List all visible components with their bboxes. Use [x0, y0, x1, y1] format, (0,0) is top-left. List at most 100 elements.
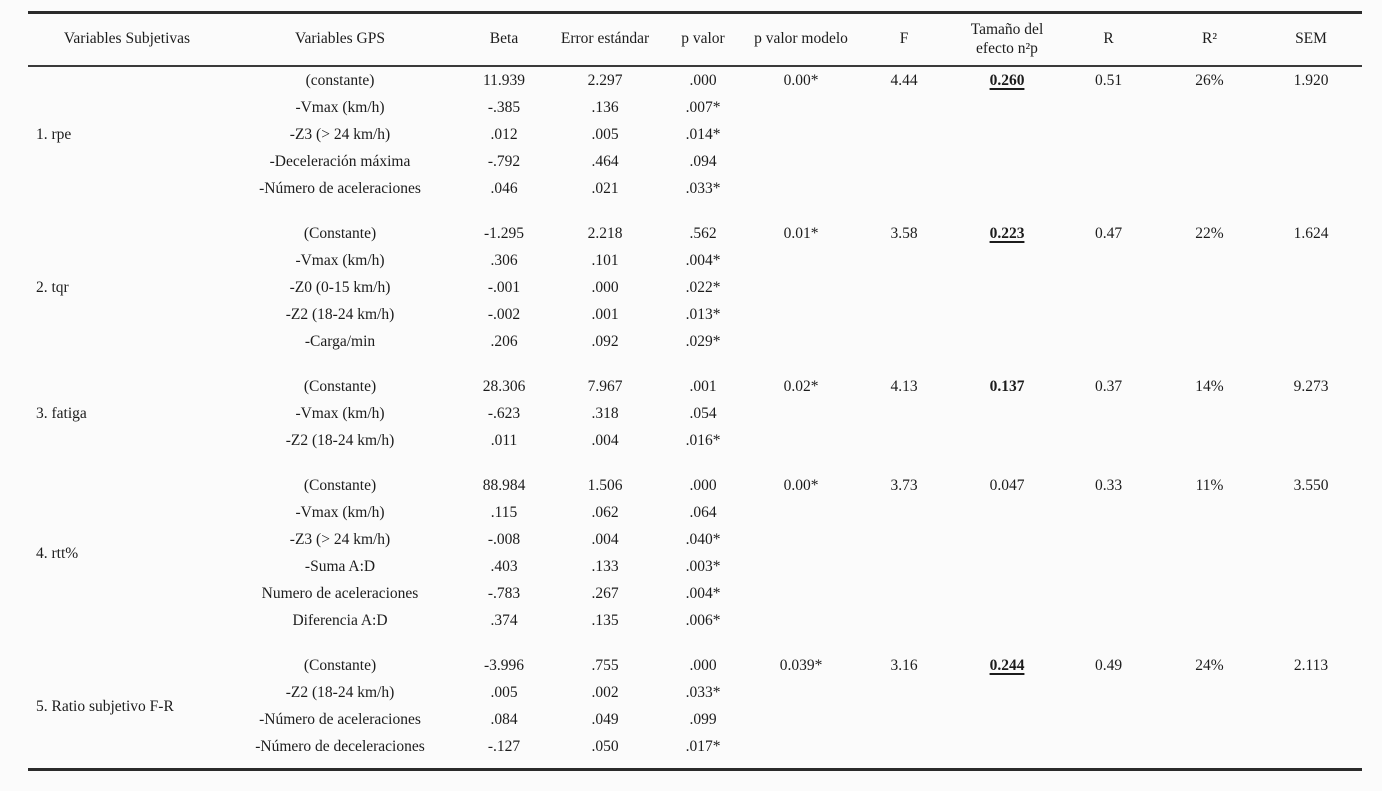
spacer-cell: [28, 454, 1362, 472]
se-cell: .004: [591, 531, 619, 549]
se-cell: .062: [591, 504, 619, 522]
se-cell: .135: [591, 612, 619, 630]
pvalue-cell: .033*: [685, 180, 721, 198]
se-cell: .005: [591, 126, 619, 144]
sem-cell: 2.113: [1293, 657, 1329, 675]
pvalue-cell: .054: [689, 405, 717, 423]
f-cell: 4.13: [890, 378, 918, 396]
gps-variable-cell: (Constante): [303, 477, 377, 495]
pvalue-cell: .064: [689, 504, 717, 522]
sem-cell: 3.550: [1293, 477, 1329, 495]
pvalue-cell: .004*: [685, 252, 721, 270]
col-header-variables-subjetivas: Variables Subjetivas: [28, 12, 226, 68]
pvalue-cell: .000: [689, 72, 717, 90]
group-label: 3. fatiga: [36, 405, 87, 423]
beta-cell: -.008: [487, 531, 521, 549]
gps-variable-cell: Numero de aceleraciones: [261, 585, 419, 603]
pvalue-cell: .016*: [685, 432, 721, 450]
table-row: -Vmax (km/h) -.385 .136 .007*: [28, 94, 1362, 121]
col-header-beta: Beta: [454, 12, 554, 68]
beta-cell: .046: [490, 180, 518, 198]
se-cell: 2.297: [587, 72, 623, 90]
se-cell: .049: [591, 711, 619, 729]
se-cell: .464: [591, 153, 619, 171]
r-cell: 0.49: [1094, 657, 1123, 675]
group-label: 1. rpe: [36, 126, 72, 144]
effect-cell: 0.244: [989, 657, 1025, 675]
r2-cell: 24%: [1195, 657, 1224, 675]
se-cell: .000: [591, 279, 619, 297]
pvalue-cell: .000: [689, 477, 717, 495]
r-cell: 0.47: [1094, 225, 1123, 243]
block-spacer: [28, 454, 1362, 472]
beta-cell: .374: [490, 612, 518, 630]
beta-cell: -.385: [487, 99, 521, 117]
sem-cell: 9.273: [1293, 378, 1329, 396]
beta-cell: 28.306: [482, 378, 526, 396]
beta-cell: .403: [490, 558, 518, 576]
gps-variable-cell: -Número de aceleraciones: [259, 180, 421, 198]
spacer-cell: [28, 202, 1362, 220]
effect-cell: 0.047: [989, 477, 1025, 495]
pvalue-cell: .562: [689, 225, 717, 243]
r-cell: 0.33: [1094, 477, 1123, 495]
pvalue-cell: .017*: [685, 738, 721, 756]
se-cell: .001: [591, 306, 619, 324]
pvalue-cell: .022*: [685, 279, 721, 297]
r2-cell: 14%: [1195, 378, 1224, 396]
beta-cell: -3.996: [483, 657, 525, 675]
pvalue-cell: .007*: [685, 99, 721, 117]
se-cell: .136: [591, 99, 619, 117]
group-label: 2. tqr: [36, 279, 69, 297]
sem-cell: 1.920: [1293, 72, 1329, 90]
se-cell: .133: [591, 558, 619, 576]
table-row: -Número de aceleraciones .084 .049 .099: [28, 706, 1362, 733]
r-cell: 0.51: [1094, 72, 1123, 90]
beta-cell: -.792: [487, 153, 521, 171]
beta-cell: -.127: [487, 738, 521, 756]
table-row: 1. rpe (constante) 11.939 2.297 .000 0.00* 4.4…: [28, 66, 1362, 143]
f-cell: 3.73: [890, 477, 918, 495]
se-cell: .092: [591, 333, 619, 351]
se-cell: 1.506: [587, 477, 623, 495]
gps-variable-cell: -Vmax (km/h): [295, 252, 385, 270]
gps-variable-cell: Diferencia A:D: [292, 612, 388, 630]
table-row: -Z0 (0-15 km/h) -.001 .000 .022*: [28, 274, 1362, 301]
effect-cell: 0.223: [989, 225, 1025, 243]
table-row: -Vmax (km/h) .306 .101 .004*: [28, 247, 1362, 274]
pvalue-cell: .000: [689, 657, 717, 675]
pvalue-cell: .003*: [685, 558, 721, 576]
table-row: -Z3 (> 24 km/h) -.008 .004 .040*: [28, 526, 1362, 553]
gps-variable-cell: (Constante): [303, 378, 377, 396]
table-row: 3. fatiga (Constante) 28.306 7.967 .001 0.02*…: [28, 373, 1362, 422]
se-cell: 7.967: [587, 378, 623, 396]
f-cell: 4.44: [890, 72, 918, 90]
f-cell: 3.58: [890, 225, 918, 243]
table-row: -Carga/min .206 .092 .029*: [28, 328, 1362, 355]
table-row: -Vmax (km/h) .115 .062 .064: [28, 499, 1362, 526]
pmodel-cell: 0.00*: [783, 477, 819, 495]
pvalue-cell: .094: [689, 153, 717, 171]
beta-cell: -1.295: [483, 225, 525, 243]
pmodel-cell: 0.02*: [783, 378, 819, 396]
r2-cell: 26%: [1195, 72, 1224, 90]
pmodel-cell: 0.039*: [779, 657, 823, 675]
beta-cell: .084: [490, 711, 518, 729]
table-row: -Suma A:D .403 .133 .003*: [28, 553, 1362, 580]
group-label: 4. rtt%: [36, 544, 79, 562]
pvalue-cell: .033*: [685, 684, 721, 702]
beta-cell: -.002: [487, 306, 521, 324]
col-header-r2: R²: [1159, 12, 1260, 68]
r-cell: 0.37: [1094, 378, 1123, 396]
col-header-r: R: [1058, 12, 1159, 68]
gps-variable-cell: -Vmax (km/h): [295, 99, 385, 117]
beta-cell: -.623: [487, 405, 521, 423]
block-spacer: [28, 355, 1362, 373]
table-row: -Z2 (18-24 km/h) .011 .004 .016*: [28, 427, 1362, 454]
se-cell: .318: [591, 405, 619, 423]
beta-cell: -.001: [487, 279, 521, 297]
spacer-cell: [28, 355, 1362, 373]
gps-variable-cell: -Z2 (18-24 km/h): [285, 684, 395, 702]
table-row: Numero de aceleraciones -.783 .267 .004*: [28, 580, 1362, 607]
